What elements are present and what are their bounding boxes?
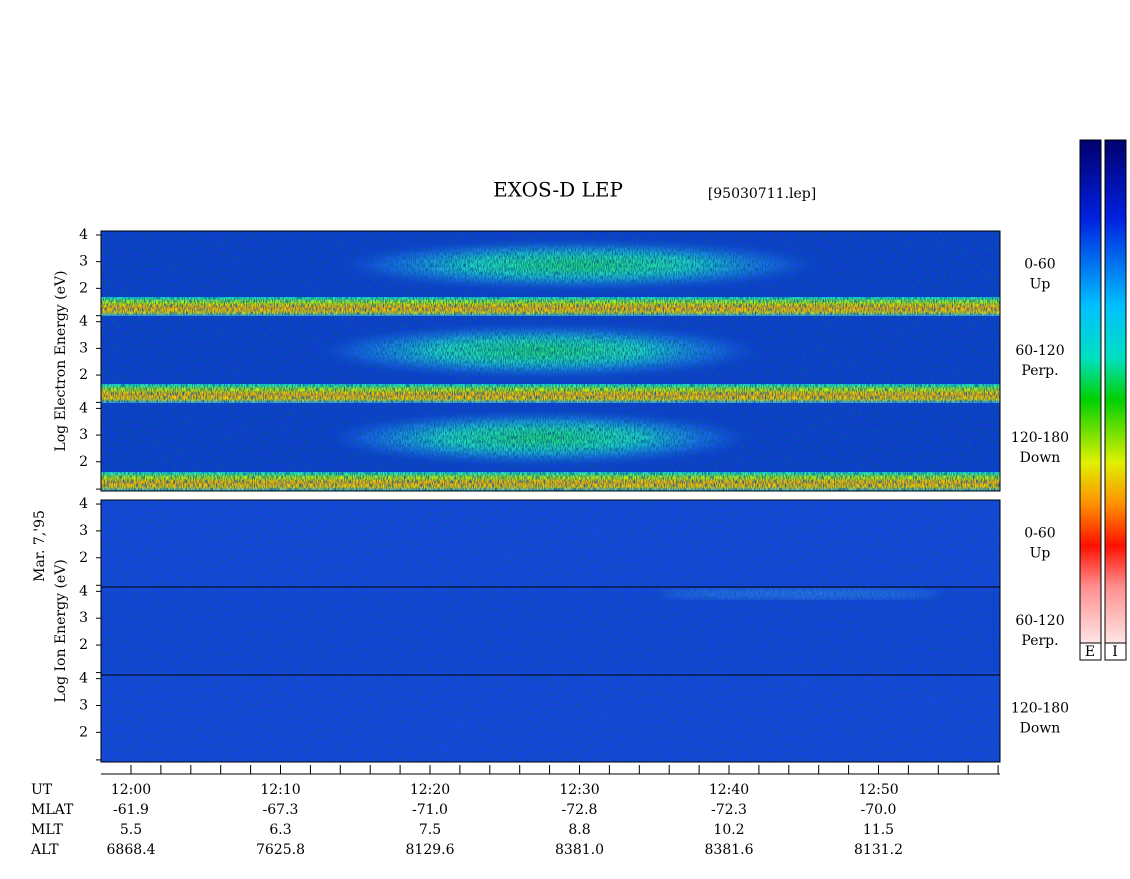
y-tick-label: 4 (79, 496, 88, 512)
y-tick-label: 4 (79, 400, 88, 416)
group-label: Log Electron Energy (eV) (53, 271, 69, 452)
panel-direction: Perp. (1021, 633, 1058, 649)
panel-direction: Up (1030, 276, 1051, 292)
axis-value: 5.5 (120, 822, 142, 838)
y-tick-label: 3 (79, 340, 88, 356)
axis-value: 7625.8 (256, 842, 305, 858)
panel-range: 60-120 (1015, 613, 1064, 629)
y-tick-label: 3 (79, 697, 88, 713)
colorbar-label: I (1112, 644, 1118, 660)
y-tick-label: 3 (79, 610, 88, 626)
panel-direction: Up (1030, 546, 1051, 562)
y-tick-label: 3 (79, 523, 88, 539)
axis-value: 8381.0 (555, 842, 604, 858)
y-tick-label: 4 (79, 314, 88, 330)
panel-direction: Down (1020, 720, 1061, 736)
panel-range: 0-60 (1024, 526, 1055, 542)
frames (100, 230, 1001, 763)
row-label: MLAT (31, 802, 74, 818)
y-tick-label: 2 (79, 637, 88, 653)
colorbar-label: E (1085, 644, 1095, 660)
axis-value: 12:30 (559, 782, 599, 798)
y-tick-label: 3 (79, 254, 88, 270)
axis-value: 12:40 (709, 782, 749, 798)
electron-spectrogram (101, 231, 1000, 491)
axis-value: 8131.2 (854, 842, 903, 858)
colorbar: E I (1079, 139, 1127, 661)
row-label: UT (31, 782, 53, 798)
group-label: Log Ion Energy (eV) (53, 559, 69, 702)
row-label: ALT (30, 842, 59, 858)
axis-value: 8381.6 (705, 842, 754, 858)
panel-range: 120-180 (1011, 430, 1069, 446)
panel-direction: Perp. (1021, 363, 1058, 379)
axis-value: -61.9 (113, 802, 149, 818)
y-tick-label: 2 (79, 454, 88, 470)
axis-value: -70.0 (861, 802, 897, 818)
row-label: MLT (31, 822, 63, 838)
axis-value: 11.5 (863, 822, 894, 838)
y-tick-label: 4 (79, 227, 88, 243)
y-tick-label: 2 (79, 367, 88, 383)
axis-value: -67.3 (263, 802, 299, 818)
y-tick-label: 3 (79, 427, 88, 443)
axis-value: 10.2 (713, 822, 744, 838)
y-tick-label: 2 (79, 724, 88, 740)
y-tick-label: 2 (79, 280, 88, 296)
panel-range: 0-60 (1024, 256, 1055, 272)
chart-title: EXOS-D LEP (493, 178, 623, 202)
ion-spectrogram (101, 500, 1000, 762)
axis-value: 12:50 (858, 782, 898, 798)
date-label: Mar. 7,'95 (32, 510, 48, 582)
axis-value: -72.8 (562, 802, 598, 818)
axis-value: -71.0 (412, 802, 448, 818)
axis-value: 12:00 (111, 782, 151, 798)
axis-value: 8.8 (568, 822, 590, 838)
y-tick-label: 4 (79, 671, 88, 687)
axis-value: 6868.4 (107, 842, 156, 858)
panel-range: 120-180 (1011, 700, 1069, 716)
axis-value: 8129.6 (406, 842, 455, 858)
y-tick-label: 2 (79, 550, 88, 566)
axis-value: -72.3 (711, 802, 747, 818)
axis-value: 12:10 (260, 782, 300, 798)
panel-range: 60-120 (1015, 343, 1064, 359)
axis-value: 6.3 (269, 822, 291, 838)
axis-value: 7.5 (419, 822, 441, 838)
y-tick-label: 4 (79, 583, 88, 599)
panel-direction: Down (1020, 450, 1061, 466)
axis-value: 12:20 (410, 782, 450, 798)
file-name: [95030711.lep] (708, 186, 816, 202)
